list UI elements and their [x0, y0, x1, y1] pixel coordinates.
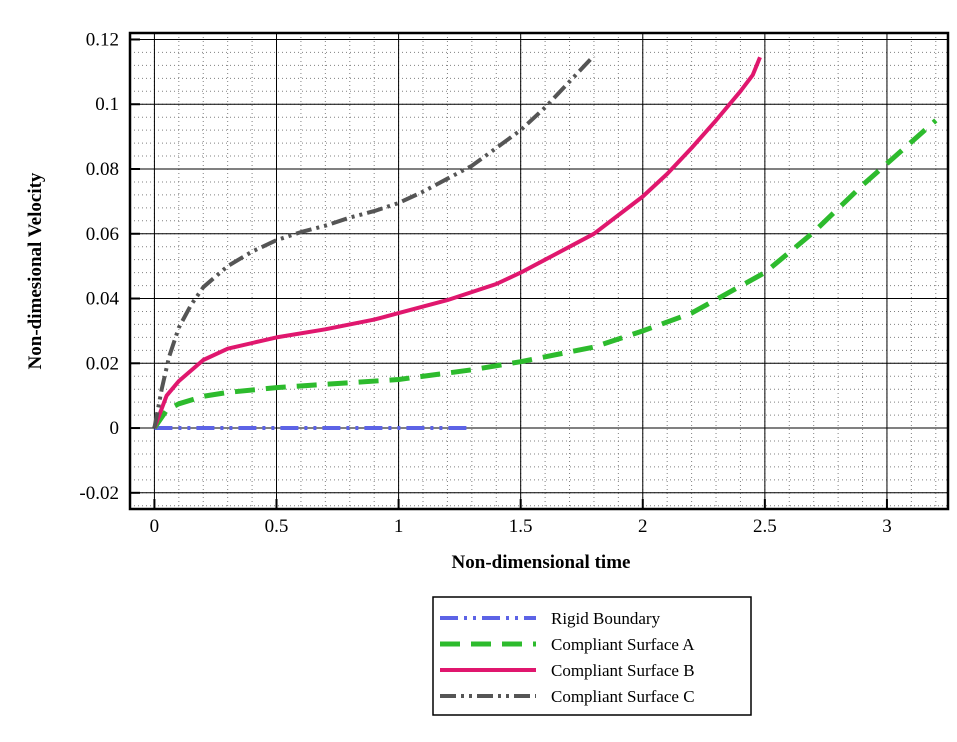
legend-label-compliant-surface-b: Compliant Surface B: [551, 661, 695, 680]
minor-grid: [130, 33, 948, 509]
legend-items: Rigid Boundary Compliant Surface A Complia…: [440, 609, 695, 706]
x-tick-label: 0: [150, 516, 160, 537]
y-tick-label: 0.1: [95, 94, 119, 115]
x-tick-label: 0.5: [265, 516, 289, 537]
series-layer: [152, 54, 938, 430]
x-tick-label: 1.5: [509, 516, 533, 537]
x-tick-label: 2.5: [753, 516, 777, 537]
y-tick-label: 0.06: [86, 224, 119, 245]
y-tick-label: 0.02: [86, 353, 119, 374]
series-line-compliant-surface-b: [152, 56, 762, 429]
x-tick-label: 1: [394, 516, 404, 537]
plot-frame: [128, 31, 950, 511]
tick-marks: [130, 38, 888, 509]
legend-label-compliant-surface-a: Compliant Surface A: [551, 635, 695, 654]
y-tick-labels: -0.02 0 0.02 0.04 0.06 0.08 0.1 0.12: [79, 29, 119, 503]
y-tick-label: -0.02: [79, 483, 119, 504]
legend-label-rigid-boundary: Rigid Boundary: [551, 609, 661, 628]
x-axis-title: Non-dimensional time: [452, 552, 631, 573]
series-line-compliant-surface-a: [152, 118, 938, 430]
major-grid: [130, 33, 948, 509]
y-tick-label: 0: [110, 418, 120, 439]
x-tick-label: 2: [638, 516, 648, 537]
x-tick-label: 3: [882, 516, 892, 537]
y-tick-label: 0.04: [86, 289, 120, 310]
legend-label-compliant-surface-c: Compliant Surface C: [551, 687, 695, 706]
x-tick-labels: 0 0.5 1 1.5 2 2.5 3: [150, 516, 892, 537]
y-tick-label: 0.12: [86, 29, 119, 50]
y-axis-title: Non-dimesional Velocity: [25, 172, 46, 369]
y-tick-label: 0.08: [86, 159, 119, 180]
plot-area: [128, 31, 950, 511]
legend: Rigid Boundary Compliant Surface A Complia…: [432, 596, 752, 716]
series-line-compliant-surface-c: [152, 54, 596, 429]
